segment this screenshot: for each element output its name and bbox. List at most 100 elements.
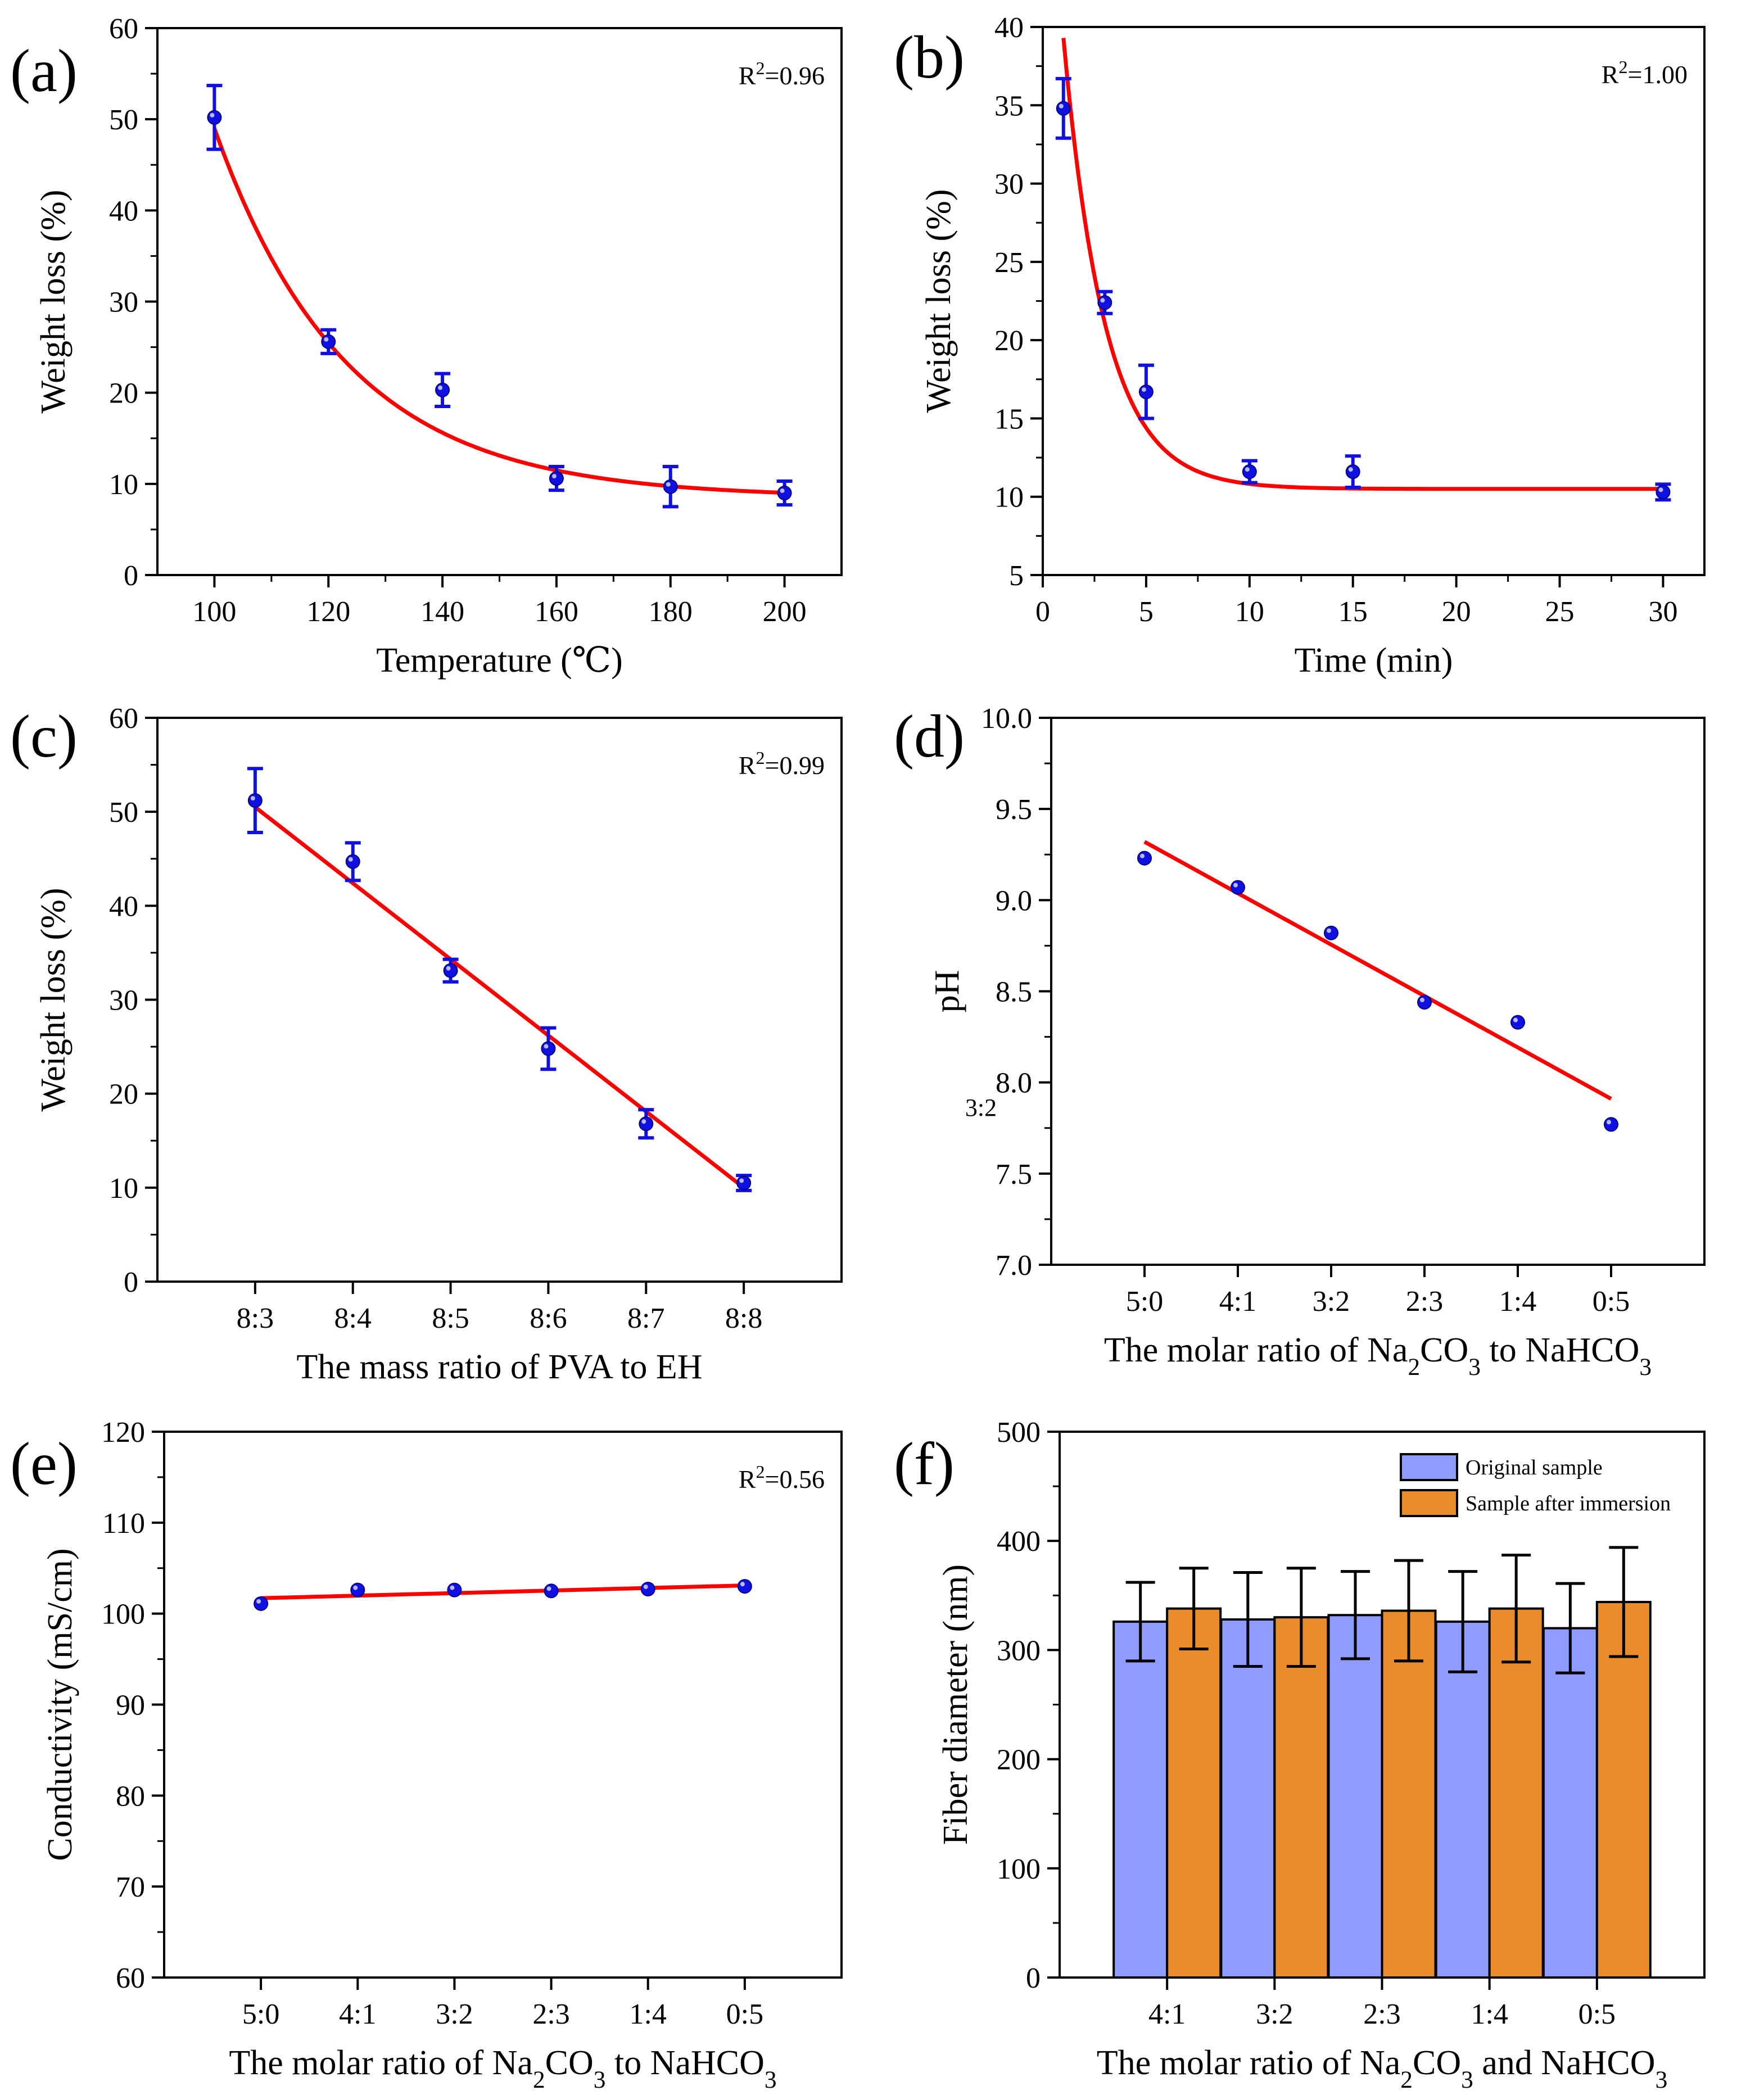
data-point-highlight (739, 1178, 744, 1183)
bar-immersion (1488, 1607, 1544, 1979)
y-axis-label: pH (928, 970, 966, 1013)
y-axis-label: Weight loss (%) (34, 888, 73, 1112)
data-point-highlight (551, 474, 557, 479)
y-tick-label: 90 (116, 1690, 145, 1722)
y-tick-label: 110 (102, 1508, 145, 1540)
y-axis-label: Weight loss (%) (34, 190, 73, 414)
bar-original (1327, 1614, 1383, 1979)
x-tick-label: 3:2 (1256, 1998, 1293, 2030)
data-point (663, 479, 678, 494)
data-point-highlight (1245, 467, 1250, 472)
x-tick-label: 10 (1235, 596, 1264, 628)
data-point-highlight (740, 1582, 745, 1587)
x-tick-label: 0:5 (726, 1998, 763, 2030)
fit-line (261, 1583, 745, 1600)
data-point (1242, 464, 1257, 479)
x-tick-label: 15 (1338, 596, 1368, 628)
y-tick-label: 50 (109, 797, 138, 829)
y-tick-label: 120 (101, 1417, 145, 1449)
data-point (1604, 1117, 1618, 1132)
fit-line (1143, 840, 1612, 1101)
data-point-highlight (438, 385, 443, 390)
x-tick-label: 2:3 (1406, 1286, 1443, 1318)
data-point-highlight (1141, 387, 1146, 392)
panel-label: (f) (894, 1431, 955, 1497)
data-point (1656, 485, 1671, 500)
y-tick-label: 8.5 (996, 976, 1032, 1008)
y-tick-label: 8.0 (996, 1067, 1032, 1099)
y-tick-label: 9.5 (996, 794, 1032, 826)
data-point-highlight (1658, 487, 1663, 492)
panel-label: (a) (10, 38, 78, 105)
y-tick-label: 15 (994, 403, 1024, 435)
y-tick-label: 500 (997, 1417, 1041, 1449)
bar-immersion (1595, 1600, 1652, 1979)
data-point-highlight (250, 796, 255, 801)
r2-annotation: R2=0.96 (739, 58, 825, 90)
data-point (737, 1579, 752, 1594)
y-tick-label: 60 (109, 703, 138, 735)
x-tick-label: 0:5 (1593, 1286, 1630, 1318)
data-point (254, 1596, 269, 1611)
y-tick-label: 200 (997, 1744, 1041, 1776)
y-tick-label: 30 (109, 985, 138, 1017)
data-point-highlight (666, 482, 671, 487)
y-axis-label: Conductivity (mS/cm) (41, 1548, 79, 1861)
data-point-highlight (210, 112, 215, 117)
data-point-highlight (780, 488, 785, 494)
y-tick-label: 80 (116, 1780, 145, 1812)
data-point-highlight (544, 1044, 549, 1049)
bar-original (1220, 1618, 1276, 1979)
x-tick-label: 120 (306, 596, 350, 628)
y-tick-label: 40 (109, 195, 138, 227)
x-tick-label: 1:4 (629, 1998, 666, 2030)
x-axis-label: Temperature (℃) (376, 641, 623, 680)
data-point (639, 1116, 654, 1132)
y-tick-label: 100 (101, 1599, 145, 1631)
data-point (1417, 994, 1432, 1010)
x-tick-label: 0:5 (1578, 1998, 1616, 2030)
data-point (1510, 1015, 1525, 1030)
y-tick-label: 10.0 (981, 703, 1032, 735)
data-point (443, 963, 458, 978)
x-tick-label: 3:2 (1313, 1286, 1350, 1318)
y-tick-label: 400 (997, 1526, 1041, 1558)
x-tick-label: 4:1 (1148, 1998, 1186, 2030)
stray-label: 3:2 (965, 1094, 997, 1121)
y-tick-label: 40 (109, 890, 138, 922)
panel-label: (c) (10, 703, 78, 770)
y-tick-label: 0 (124, 1266, 138, 1298)
data-point-highlight (641, 1119, 646, 1124)
x-axis-label: The molar ratio of Na2CO3 to NaHCO3 (1104, 1331, 1652, 1381)
x-tick-label: 8:8 (725, 1302, 762, 1334)
bar-original (1435, 1620, 1491, 1979)
legend-swatch (1400, 1453, 1458, 1481)
y-axis-label: Weight loss (%) (920, 189, 958, 413)
data-point (549, 471, 564, 486)
x-tick-label: 0 (1035, 596, 1050, 628)
y-tick-label: 7.0 (996, 1250, 1032, 1282)
fit-line (212, 128, 785, 495)
data-point (640, 1581, 655, 1596)
r2-annotation: R2=1.00 (1602, 57, 1688, 89)
data-point (541, 1041, 556, 1056)
x-tick-label: 180 (649, 596, 693, 628)
chart-panel-a: 0 10 20 30 40 50 60 100 120 140 160 180 200 Temperatu… (10, 13, 843, 680)
data-point (1324, 925, 1338, 940)
x-tick-label: 100 (192, 596, 236, 628)
x-axis-label: The molar ratio of Na2CO3 to NaHCO3 (229, 2044, 776, 2093)
x-tick-label: 8:3 (237, 1302, 274, 1334)
y-tick-label: 30 (109, 287, 138, 319)
data-point-highlight (1607, 1120, 1611, 1125)
panel-label: (d) (894, 703, 965, 770)
data-point (247, 793, 263, 808)
x-tick-label: 3:2 (436, 1998, 473, 2030)
y-tick-label: 50 (109, 104, 138, 136)
plot-frame (163, 1431, 843, 1979)
x-tick-label: 8:4 (334, 1302, 371, 1334)
data-point-highlight (353, 1585, 358, 1590)
x-tick-label: 25 (1545, 596, 1575, 628)
bar-original (1542, 1627, 1598, 1979)
data-point (435, 382, 450, 397)
